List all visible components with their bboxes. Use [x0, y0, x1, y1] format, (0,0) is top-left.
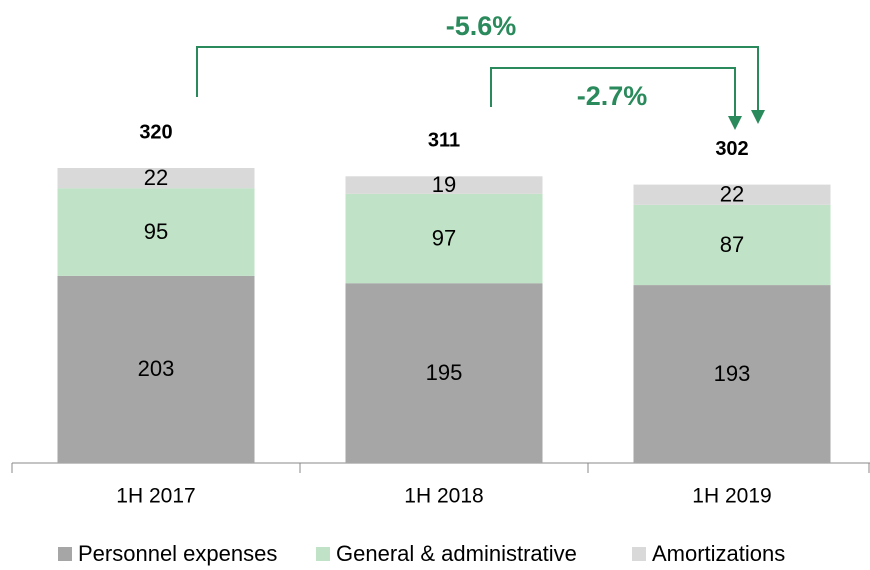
bar-segment	[57, 188, 255, 276]
data-label: 22	[720, 182, 744, 207]
annotation: -5.6%	[446, 11, 517, 41]
data-label: 195	[426, 360, 463, 385]
arrow-line	[196, 46, 759, 112]
arrow-head	[751, 110, 765, 124]
data-label: 87	[720, 232, 744, 257]
arrow-head	[728, 116, 742, 130]
change-arrows	[196, 46, 759, 120]
legend-swatch	[316, 547, 330, 561]
bar-segment	[57, 275, 255, 463]
bar-segment	[633, 184, 831, 205]
x-tick-label: 1H 2019	[692, 485, 771, 508]
bar-segment	[633, 285, 831, 463]
total-label: 320	[139, 121, 172, 143]
data-label: 22	[144, 165, 168, 190]
data-label: 19	[432, 172, 456, 197]
total-label: 302	[715, 138, 748, 160]
bar-segment	[345, 193, 543, 284]
data-label: 95	[144, 219, 168, 244]
annotation: -2.7%	[577, 81, 648, 111]
data-label: 97	[432, 225, 456, 250]
legend-swatch	[58, 547, 72, 561]
x-tick-label: 1H 2018	[404, 485, 483, 508]
arrow-line	[490, 67, 736, 120]
data-label: 193	[714, 361, 751, 386]
legend-swatch	[632, 547, 646, 561]
bar-segment	[633, 204, 831, 286]
x-tick-label: 1H 2017	[116, 485, 195, 508]
bar-segment	[345, 283, 543, 463]
legend-label: Personnel expenses	[78, 541, 277, 566]
data-label: 203	[138, 356, 175, 381]
legend-label: Amortizations	[652, 541, 785, 566]
bar-segment	[345, 176, 543, 194]
bar-segment	[57, 168, 255, 189]
total-label: 311	[428, 130, 460, 152]
legend-label: General & administrative	[336, 541, 577, 566]
